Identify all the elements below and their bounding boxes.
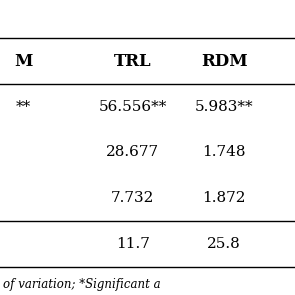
Text: 1.748: 1.748 [202,145,246,159]
Text: 56.556**: 56.556** [99,100,167,114]
Text: 1.872: 1.872 [202,191,246,205]
Text: 5.983**: 5.983** [195,100,253,114]
Text: of variation; *Significant a: of variation; *Significant a [3,278,160,291]
Text: 7.732: 7.732 [111,191,155,205]
Text: 25.8: 25.8 [207,237,241,251]
Text: RDM: RDM [201,53,248,70]
Text: 11.7: 11.7 [116,237,150,251]
Text: **: ** [16,100,31,114]
Text: M: M [14,53,33,70]
Text: 28.677: 28.677 [106,145,159,159]
Text: TRL: TRL [114,53,152,70]
